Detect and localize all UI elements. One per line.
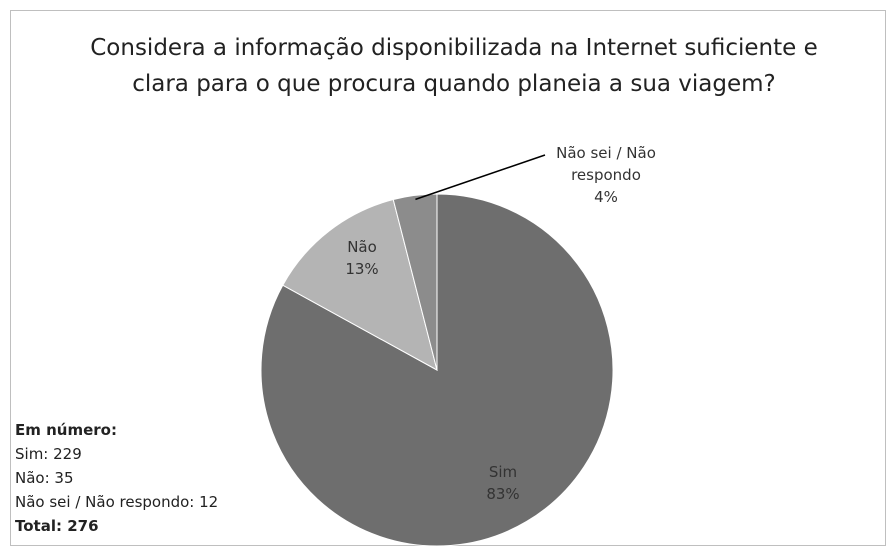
pie-slice <box>282 198 438 371</box>
category-label: Não <box>347 238 377 256</box>
annotations: Em número: Sim: 229 Não: 35 Não sei / Não r… <box>15 418 218 538</box>
percent-label: 13% <box>345 260 379 278</box>
category-label: Sim <box>488 463 518 481</box>
leader-line <box>415 154 546 201</box>
annotation: Sim: 229 <box>15 445 82 463</box>
annotation: Total: 276 <box>15 517 99 535</box>
data-label: Sim 83% <box>486 461 519 505</box>
pie-slice <box>260 193 614 547</box>
category-label: Não sei / Não respondo <box>556 144 656 184</box>
annotation: Não sei / Não respondo: 12 <box>15 493 219 511</box>
annotation: Em número: <box>15 421 117 439</box>
chart-title: Considera a informação disponibilizada n… <box>90 35 818 97</box>
percent-label: 83% <box>486 485 520 503</box>
percent-label: 4% <box>594 188 618 206</box>
data-label: Não 13% <box>345 236 378 280</box>
annotation: Não: 35 <box>15 469 74 487</box>
data-label: Não sei / Não respondo 4% <box>541 142 671 208</box>
pie-slice <box>392 193 438 371</box>
